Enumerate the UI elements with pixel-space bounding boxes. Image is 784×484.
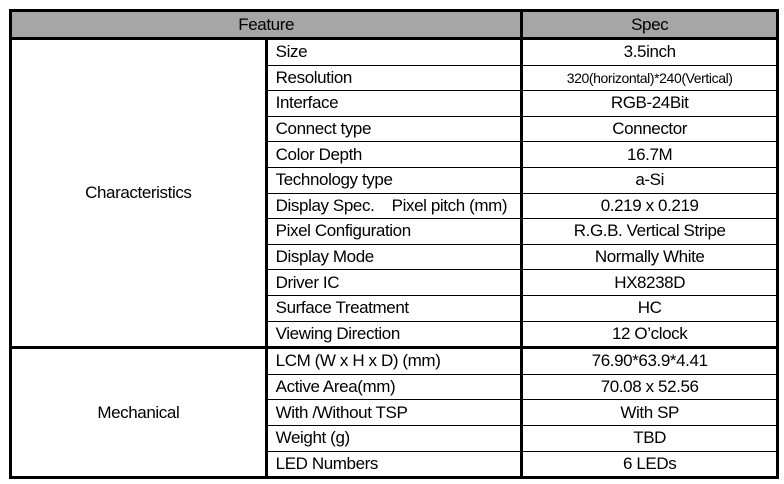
feature-cell: Weight (g) (265, 424, 523, 452)
spec-cell: 3.5inch (520, 38, 778, 66)
spec-cell: HC (520, 294, 778, 322)
spec-cell: a-Si (520, 166, 778, 194)
feature-cell: Color Depth (265, 141, 523, 168)
feature-cell: Technology type (265, 166, 523, 194)
spec-cell: 16.7M (520, 141, 778, 168)
feature-cell: Interface (265, 90, 523, 117)
spec-cell: 70.08 x 52.56 (520, 373, 778, 401)
feature-cell: Display Spec. Pixel pitch (mm) (265, 192, 523, 220)
feature-cell: Resolution (265, 64, 523, 92)
spec-cell: 76.90*63.9*4.41 (520, 346, 778, 375)
feature-cell: LED Numbers (265, 450, 523, 479)
feature-cell: Display Mode (265, 243, 523, 271)
table-row: Color Depth 16.7M (11, 141, 778, 168)
spec-cell: TBD (520, 424, 778, 452)
spec-table: Feature Spec Characteristics Size 3.5inch R… (9, 9, 779, 480)
header-feature: Feature (9, 10, 524, 40)
feature-cell: With /Without TSP (265, 399, 523, 426)
spec-cell: RGB-24Bit (520, 90, 778, 117)
group-label: Characteristics (10, 37, 268, 349)
spec-cell: Connector (520, 115, 778, 143)
feature-cell: Surface Treatment (265, 294, 523, 322)
feature-cell: Connect type (265, 115, 523, 143)
spec-cell: 12 O’clock (520, 320, 778, 349)
table-row: Mechanical LCM (W x H x D) (mm) 76.90*63.9… (10, 346, 778, 479)
table-row: Characteristics Size 3.5inch (10, 37, 778, 349)
table-row: Weight (g) TBD (11, 424, 778, 452)
spec-cell: 6 LEDs (520, 450, 778, 479)
table-row: Resolution 320(horizontal)*240(Vertical) (11, 64, 778, 92)
spec-cell: HX8238D (520, 269, 778, 296)
table-row: Interface RGB-24Bit (11, 90, 778, 117)
table-row: Display Spec. Pixel pitch (mm) 0.219 x 0.… (11, 192, 778, 220)
feature-cell: Pixel Configuration (265, 218, 523, 245)
table-row: LED Numbers 6 LEDs (11, 450, 778, 479)
spec-cell: With SP (520, 399, 778, 426)
header-spec: Spec (520, 10, 778, 40)
group-label: Mechanical (10, 346, 268, 479)
table-row: Display Mode Normally White (11, 243, 778, 271)
table-row: With /Without TSP With SP (11, 399, 778, 426)
table-row: Surface Treatment HC (11, 294, 778, 322)
table-row: Connect type Connector (11, 115, 778, 143)
spec-cell: Normally White (520, 243, 778, 271)
feature-cell: LCM (W x H x D) (mm) (265, 346, 523, 375)
table-row: Pixel Configuration R.G.B. Vertical Strip… (11, 218, 778, 245)
header-row: Feature Spec (9, 10, 778, 40)
feature-cell: Viewing Direction (265, 320, 523, 349)
feature-cell: Active Area(mm) (265, 373, 523, 401)
table-row: Technology type a-Si (11, 166, 778, 194)
feature-cell: Size (265, 38, 523, 66)
spec-cell: 320(horizontal)*240(Vertical) (520, 64, 778, 92)
table-row: Viewing Direction 12 O’clock (11, 320, 778, 349)
spec-cell: 0.219 x 0.219 (520, 192, 778, 220)
feature-cell: Driver IC (265, 269, 523, 296)
table-row: Active Area(mm) 70.08 x 52.56 (11, 373, 778, 401)
spec-cell: R.G.B. Vertical Stripe (520, 218, 778, 245)
